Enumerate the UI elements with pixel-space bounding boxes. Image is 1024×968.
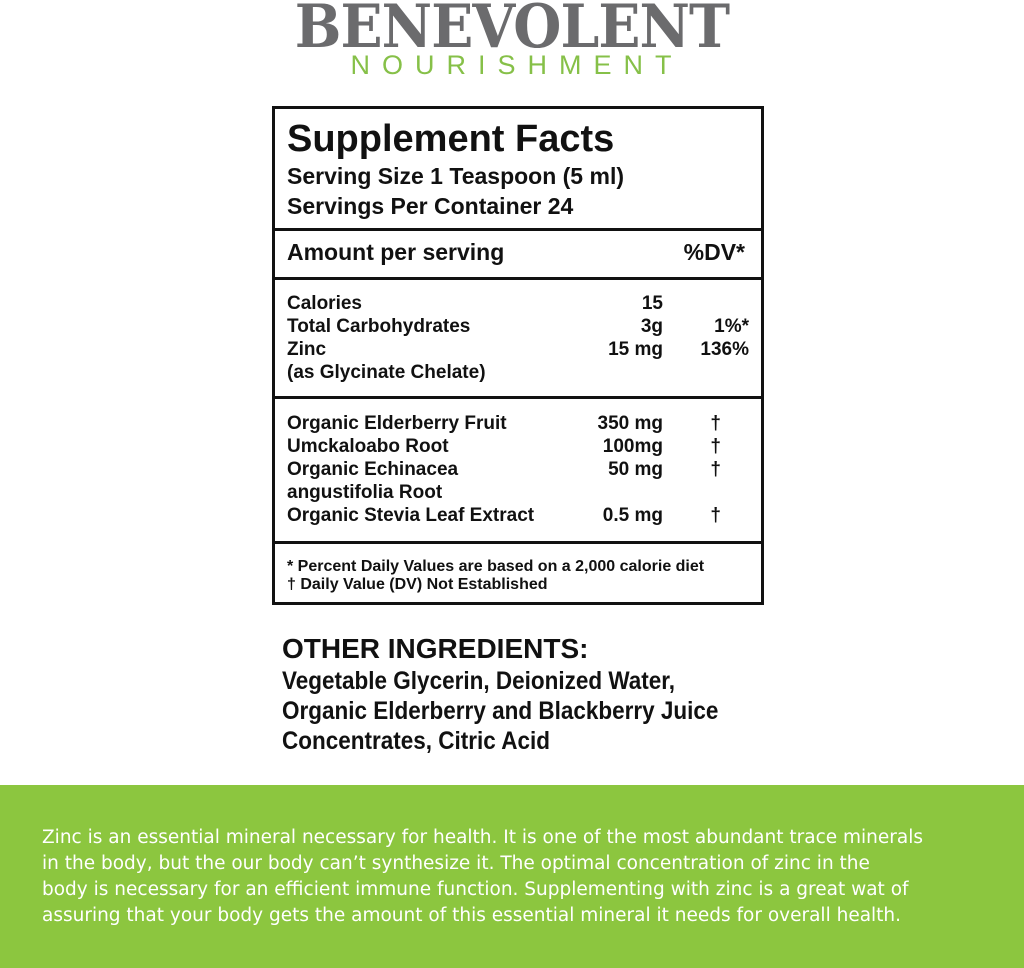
nutrient-name: Calories (287, 293, 362, 314)
nutrient-name: (as Glycinate Chelate) (287, 362, 486, 383)
nutrient-amount: 3g (640, 316, 663, 337)
ingredient-name: Organic Echinacea (287, 459, 459, 480)
divider (275, 396, 761, 399)
ingredient-name: Organic Stevia Leaf Extract (287, 505, 535, 526)
divider (275, 277, 761, 280)
nutrient-amount: 15 mg (608, 339, 663, 360)
dagger-mark: † (710, 436, 721, 457)
nutrient-row: Calories 15 (287, 292, 749, 315)
ingredient-row: Organic Stevia Leaf Extract 0.5 mg † (287, 504, 749, 527)
dagger-mark: † (710, 413, 721, 434)
dagger-mark: † (710, 505, 721, 526)
dagger-mark: † (710, 459, 721, 480)
other-ingredients-line: Vegetable Glycerin, Deionized Water, (282, 667, 676, 695)
divider (275, 228, 761, 231)
ingredient-amount: 50 mg (608, 459, 663, 480)
description-band: Zinc is an essential mineral necessary f… (0, 785, 1024, 968)
description-line: body is necessary for an efficient immun… (42, 879, 909, 900)
other-ingredients-text: Vegetable Glycerin, Deionized Water, Org… (282, 666, 718, 756)
facts-title: Supplement Facts (287, 118, 615, 160)
ingredient-row: Umckaloabo Root 100mg † (287, 435, 749, 458)
nutrient-name: Zinc (287, 339, 327, 360)
servings-per-container: Servings Per Container 24 (287, 193, 574, 219)
footnote-dv: * Percent Daily Values are based on a 2,… (287, 558, 705, 575)
other-ingredients-line: Organic Elderberry and Blackberry Juice (282, 697, 719, 725)
nutrient-row: (as Glycinate Chelate) (287, 361, 749, 384)
ingredient-row: Organic Echinacea 50 mg † (287, 458, 749, 481)
description-line: assuring that your body gets the amount … (42, 905, 902, 926)
description-line: Zinc is an essential mineral necessary f… (42, 827, 923, 848)
serving-size: Serving Size 1 Teaspoon (5 ml) (287, 163, 624, 189)
ingredient-name: Organic Elderberry Fruit (287, 413, 507, 434)
ingredient-row: angustifolia Root (287, 481, 749, 504)
nutrient-dv: 136% (700, 339, 749, 360)
nutrient-name: Total Carbohydrates (287, 316, 471, 337)
amount-header: Amount per serving (287, 239, 505, 265)
footnote-dagger: † Daily Value (DV) Not Established (287, 576, 548, 593)
description-line: in the body, but the our body can’t synt… (42, 853, 870, 874)
brand-tagline: NOURISHMENT (350, 50, 684, 80)
supplement-facts-panel: Supplement Facts Serving Size 1 Teaspoon… (272, 106, 764, 605)
ingredient-amount: 0.5 mg (602, 505, 663, 526)
nutrient-row: Total Carbohydrates 3g 1%* (287, 315, 749, 338)
zinc-description: Zinc is an essential mineral necessary f… (42, 825, 1002, 929)
dv-header: %DV* (683, 239, 745, 265)
nutrient-dv: 1%* (714, 316, 749, 337)
ingredient-amount: 100mg (602, 436, 663, 457)
nutrient-row: Zinc 15 mg 136% (287, 338, 749, 361)
other-ingredients-title: OTHER INGREDIENTS: (282, 633, 589, 664)
ingredient-amount: 350 mg (597, 413, 663, 434)
other-ingredients-line: Concentrates, Citric Acid (282, 727, 550, 755)
brand-logo: BENEVOLENT (294, 0, 730, 62)
nutrient-amount: 15 (641, 293, 663, 314)
divider (275, 541, 761, 544)
ingredient-name: Umckaloabo Root (287, 436, 449, 457)
ingredient-name: angustifolia Root (287, 482, 443, 503)
ingredient-row: Organic Elderberry Fruit 350 mg † (287, 412, 749, 435)
